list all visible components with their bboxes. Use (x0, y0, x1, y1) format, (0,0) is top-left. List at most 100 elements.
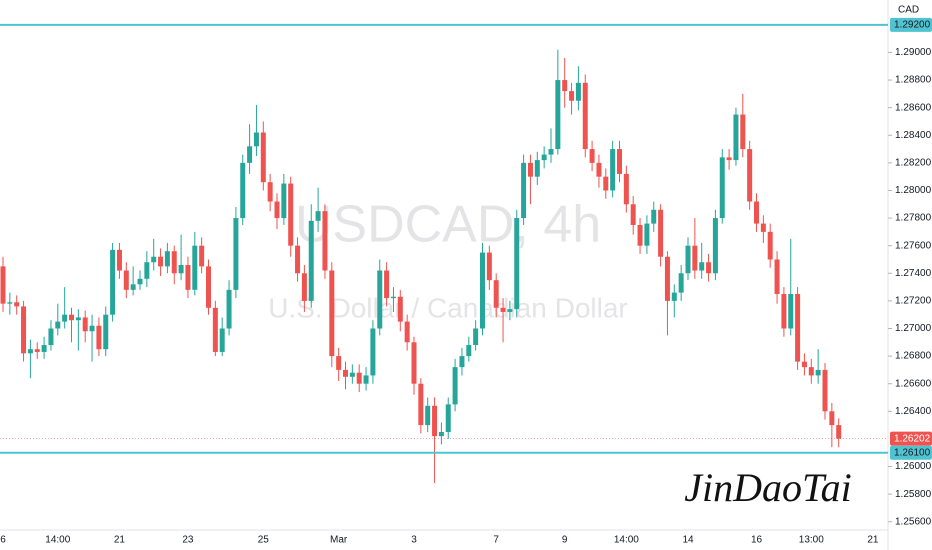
candle-body (377, 270, 383, 329)
y-tick-label: 1.27400 (895, 268, 932, 279)
candle-body (247, 146, 253, 163)
level-label-box (890, 445, 932, 460)
candle-body (418, 383, 424, 426)
x-tick-label: 9 (562, 535, 568, 546)
candle-body (466, 345, 472, 357)
candle-body (96, 325, 102, 350)
candle-body (82, 317, 88, 332)
candle-body (212, 307, 218, 352)
candle-body (301, 273, 307, 301)
x-tick-label: 16 (751, 535, 763, 546)
candle-body (712, 218, 718, 274)
candle-body (75, 317, 81, 321)
candle-body (322, 211, 328, 271)
candle-body (582, 82, 588, 150)
candle-body (534, 160, 540, 177)
candle-body (34, 349, 40, 352)
watermark-title: USDCAD, 4h (295, 196, 601, 254)
candle-body (486, 252, 492, 281)
y-tick-label: 1.26800 (895, 351, 932, 362)
candle-body (336, 356, 342, 370)
candle-body (603, 176, 609, 191)
candle-body (55, 321, 61, 329)
candle-body (185, 265, 191, 290)
y-tick-label: 1.27200 (895, 296, 932, 307)
candle-body (610, 149, 616, 191)
candle-body (788, 293, 794, 329)
candle-body (658, 209, 664, 257)
candle-body (356, 372, 362, 384)
candle-body (69, 314, 74, 321)
y-tick-label: 1.29000 (895, 47, 932, 58)
x-tick-label: 3 (411, 535, 417, 546)
candle-body (795, 293, 801, 362)
plot (0, 49, 888, 484)
x-tick-label: 13:00 (799, 535, 824, 546)
y-tick-label: 1.28200 (895, 158, 932, 169)
candle-body (733, 114, 739, 161)
candle-body (295, 245, 301, 274)
y-tick-label: 1.28600 (895, 102, 932, 113)
x-tick-label: Mar (330, 535, 348, 546)
signature: JinDaoTai (684, 465, 851, 510)
candle-body (48, 328, 54, 346)
y-tick-label: 1.25600 (895, 516, 932, 527)
candle-body (664, 256, 670, 301)
y-tick-label: 1.27000 (895, 323, 932, 334)
candle-body (253, 132, 259, 147)
candle-body (452, 367, 458, 405)
last-price-label: 1.26202 (894, 433, 931, 444)
candle-body (260, 132, 266, 183)
candle-body (103, 314, 109, 350)
y-tick-label: 1.26600 (895, 378, 932, 389)
candle-body (178, 265, 184, 274)
y-tick-label: 1.28000 (895, 185, 932, 196)
candle-body (41, 345, 47, 352)
candle-body (363, 375, 369, 384)
candle-body (89, 325, 95, 332)
candle-body (144, 262, 150, 279)
candle-body (685, 245, 691, 274)
candle-body (130, 284, 136, 290)
candle-body (493, 280, 499, 308)
candle-body (562, 80, 568, 92)
candle-body (137, 278, 143, 285)
candle-body (760, 223, 766, 232)
candle-body (527, 162, 533, 177)
candle-body (233, 218, 239, 290)
candle-body (0, 266, 6, 304)
candle-body (836, 425, 842, 439)
candle-body (575, 82, 581, 101)
candle-body (808, 367, 814, 376)
y-tick-label: 1.26000 (895, 461, 932, 472)
candle-body (240, 162, 246, 219)
x-tick-label: 14 (682, 535, 694, 546)
candle-body (219, 328, 225, 352)
candle-body (815, 369, 821, 376)
y-tick-label: 1.27600 (895, 240, 932, 251)
candle-body (740, 114, 746, 150)
candle-body (774, 259, 780, 294)
candle-body (199, 245, 205, 267)
candle-body (438, 432, 444, 437)
candle-body (164, 251, 170, 267)
candle-body (829, 411, 835, 426)
candle-body (274, 201, 280, 219)
candle-body (651, 209, 657, 224)
x-tick-label: 21 (867, 535, 879, 546)
candle-body (548, 149, 554, 155)
candle-body (384, 270, 390, 299)
candle-body (308, 220, 314, 301)
y-tick-label: 1.26400 (895, 406, 932, 417)
candle-body (617, 149, 622, 174)
candle-body (589, 149, 595, 163)
candle-body (699, 262, 705, 271)
x-tick-label: 14:00 (45, 535, 70, 546)
x-tick-label: 23 (182, 535, 194, 546)
candle-body (158, 256, 164, 267)
y-tick-label: 1.27800 (895, 213, 932, 224)
x-tick-label: 14:00 (614, 535, 639, 546)
candle-body (411, 342, 417, 384)
candle-body (801, 361, 807, 368)
